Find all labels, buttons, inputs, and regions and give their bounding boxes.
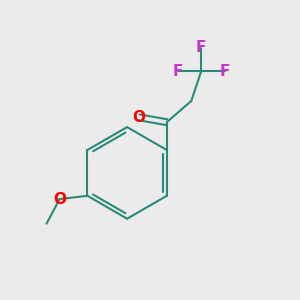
Text: F: F [172,64,183,79]
Text: F: F [220,64,230,79]
Text: F: F [196,40,206,56]
Text: O: O [133,110,146,125]
Text: O: O [53,192,66,207]
